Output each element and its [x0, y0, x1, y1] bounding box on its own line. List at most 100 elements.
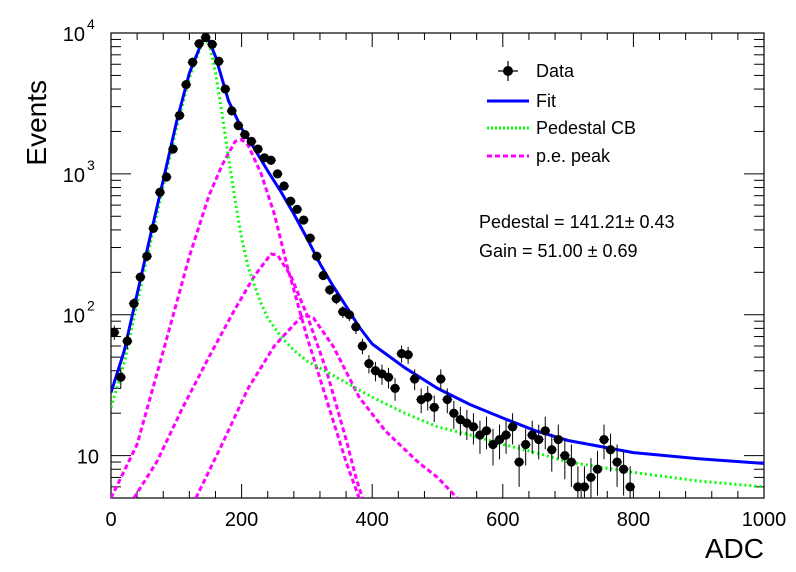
data-point	[213, 56, 224, 66]
data-point	[416, 388, 427, 414]
data-point	[566, 444, 577, 487]
data-point	[141, 251, 152, 261]
data-point	[546, 433, 557, 472]
data-marker	[423, 392, 433, 402]
data-points	[111, 33, 636, 498]
data-point	[494, 424, 505, 460]
data-point	[592, 450, 603, 496]
data-point	[403, 346, 414, 364]
data-point	[246, 136, 257, 147]
data-marker	[612, 457, 622, 467]
series-p-e-peak-1	[111, 138, 361, 498]
legend-label-pe-peak: p.e. peak	[536, 146, 611, 166]
data-marker	[540, 426, 550, 436]
data-marker	[553, 434, 563, 445]
data-point	[154, 187, 165, 197]
legend-item-fit: Fit	[487, 91, 556, 111]
data-point	[239, 129, 250, 140]
data-point	[128, 298, 139, 310]
x-tick-label: 0	[105, 509, 116, 531]
data-point	[174, 110, 185, 121]
data-point	[187, 57, 198, 67]
data-point	[200, 33, 211, 43]
data-marker	[246, 136, 256, 147]
data-point	[625, 466, 636, 498]
data-point	[324, 285, 335, 296]
legend-label-fit: Fit	[536, 91, 556, 111]
data-marker	[214, 56, 224, 66]
series-p-e-peak-3	[194, 313, 459, 498]
data-marker	[122, 336, 132, 346]
data-marker	[168, 144, 178, 154]
data-marker	[560, 450, 570, 461]
y-tick-label: 10	[77, 447, 99, 469]
legend-item-pedestal: Pedestal CB	[487, 118, 636, 138]
data-marker	[201, 33, 211, 43]
data-marker	[494, 434, 505, 445]
data-point	[305, 233, 316, 243]
data-point	[115, 367, 126, 389]
legend-label-data: Data	[536, 61, 575, 81]
data-marker	[188, 57, 198, 67]
data-marker	[161, 172, 172, 182]
data-point	[553, 424, 564, 460]
data-marker	[488, 439, 498, 450]
data-marker	[129, 298, 139, 309]
data-marker	[436, 374, 446, 384]
data-marker	[547, 445, 557, 455]
data-point	[285, 196, 296, 206]
data-point	[122, 333, 133, 350]
data-marker	[390, 383, 400, 393]
data-marker	[331, 294, 341, 304]
data-marker	[586, 472, 596, 483]
data-marker	[410, 374, 420, 384]
y-tick-label: 10	[63, 165, 85, 187]
data-marker	[521, 439, 531, 450]
series-fit	[111, 38, 764, 465]
data-point	[618, 450, 629, 496]
series-layer	[111, 38, 764, 498]
data-point	[540, 416, 551, 450]
data-marker	[220, 84, 230, 94]
data-point	[409, 369, 420, 391]
data-marker	[174, 110, 185, 121]
data-marker	[592, 464, 603, 474]
legend-item-pe-peak: p.e. peak	[487, 146, 611, 166]
data-point	[533, 424, 544, 460]
data-marker	[272, 169, 283, 179]
data-point	[220, 84, 231, 94]
data-marker	[312, 251, 322, 261]
data-marker	[181, 80, 191, 90]
y-tick-exponent: 4	[87, 16, 95, 32]
data-marker	[344, 310, 354, 320]
data-marker	[266, 155, 276, 165]
data-point	[181, 80, 192, 90]
data-marker	[573, 482, 583, 492]
data-marker	[111, 327, 119, 337]
data-point	[514, 444, 525, 487]
data-point	[605, 433, 616, 472]
data-marker	[403, 350, 413, 360]
data-point	[422, 386, 433, 411]
data-marker	[299, 215, 309, 225]
data-marker	[625, 482, 635, 492]
data-marker	[599, 434, 609, 445]
data-point	[468, 413, 479, 445]
data-point	[331, 293, 342, 305]
x-tick-label: 400	[356, 509, 389, 531]
data-point	[252, 144, 263, 154]
data-point	[298, 215, 309, 225]
x-axis-title: ADC	[705, 533, 764, 564]
data-point	[272, 169, 283, 179]
data-marker	[481, 426, 492, 436]
data-point	[520, 428, 531, 466]
data-point	[111, 325, 120, 340]
x-tick-label: 1000	[742, 509, 787, 531]
plot-frame	[110, 32, 765, 499]
data-marker	[279, 181, 289, 191]
data-point	[435, 369, 446, 391]
data-point	[507, 413, 518, 445]
data-marker	[442, 394, 452, 405]
data-marker	[207, 39, 217, 49]
